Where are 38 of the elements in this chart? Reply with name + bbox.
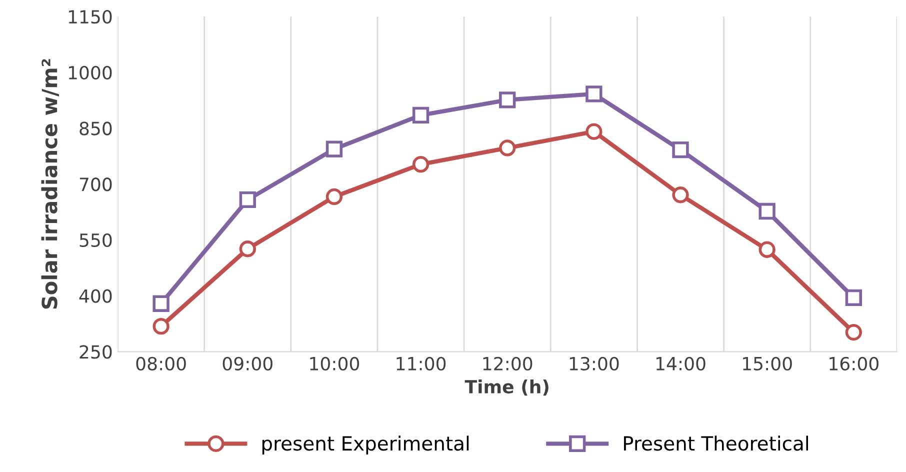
point [326, 188, 343, 206]
point [672, 186, 689, 204]
point [758, 202, 776, 220]
point [586, 123, 602, 140]
x-tick-label: 15:00 [743, 356, 792, 370]
x-tick-label: 13:00 [570, 356, 619, 370]
y-axis-title: Solar irradiance w/m² [41, 59, 60, 309]
legend-label: Present Theoretical [624, 436, 808, 451]
point [326, 140, 343, 158]
point [499, 140, 516, 156]
point [845, 289, 862, 306]
x-tick-label: 11:00 [396, 356, 446, 370]
point [239, 191, 256, 208]
point [412, 106, 430, 124]
point [412, 156, 430, 173]
point [239, 240, 256, 258]
x-tick-label: 12:00 [483, 356, 532, 370]
y-tick-label: 1150 [68, 10, 112, 24]
y-tick-label: 250 [80, 345, 112, 359]
y-tick-label: 550 [80, 233, 112, 248]
x-tick-label: 14:00 [656, 356, 706, 370]
point [152, 295, 170, 312]
point [845, 324, 862, 341]
x-axis-title: Time (h) [464, 380, 548, 396]
y-tick-label: 700 [80, 178, 112, 192]
y-tick-label: 850 [80, 122, 112, 136]
x-tick-label: 09:00 [222, 356, 272, 370]
point [672, 141, 689, 158]
point [152, 318, 170, 335]
legend-label: present Experimental [262, 436, 469, 454]
point [499, 92, 516, 108]
y-tick-label: 1000 [68, 66, 112, 80]
point [586, 86, 602, 102]
x-tick-label: 16:00 [830, 356, 878, 370]
x-tick-label: 10:00 [310, 356, 360, 370]
y-tick-label: 400 [79, 289, 112, 303]
point [758, 241, 776, 258]
x-tick-label: 08:00 [136, 356, 186, 370]
